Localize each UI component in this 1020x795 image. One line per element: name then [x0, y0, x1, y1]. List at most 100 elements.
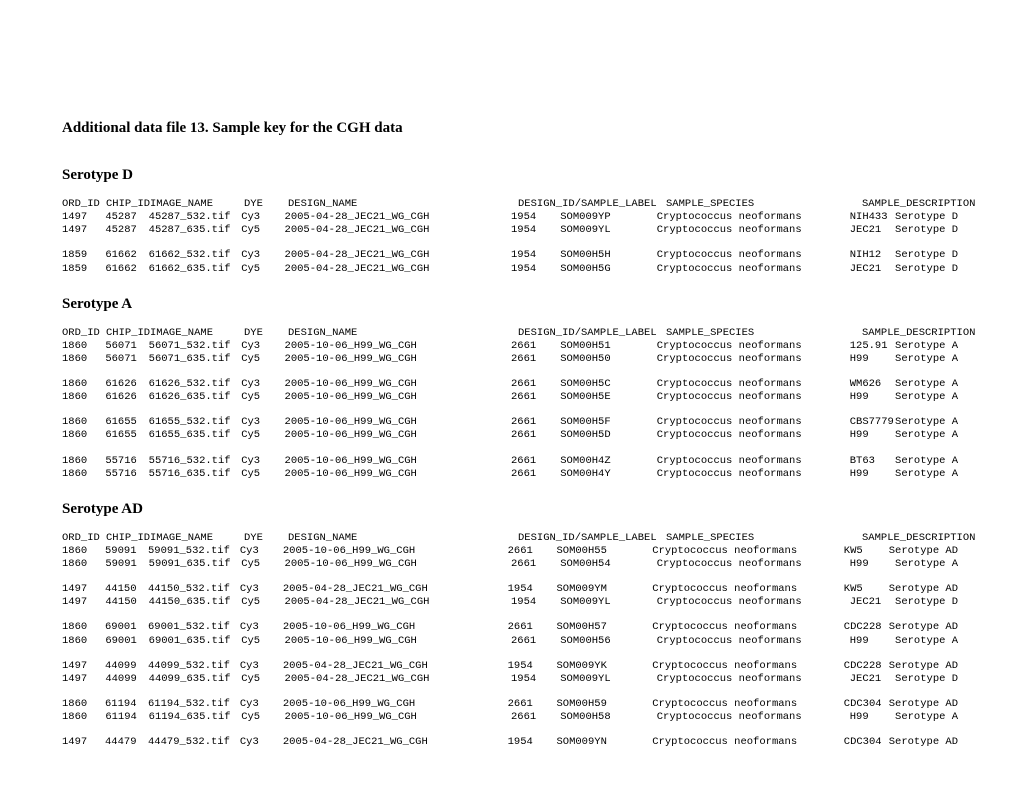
cell: 45287_532.tif	[149, 211, 242, 224]
cell: H99	[850, 468, 895, 481]
cell: 56071	[105, 353, 148, 366]
cell: Serotype AD	[889, 698, 958, 711]
cell: H99	[850, 391, 895, 404]
cell: 1860	[62, 416, 105, 429]
cell: CDC304	[844, 736, 889, 749]
group-gap	[62, 648, 958, 660]
cell: Serotype A	[895, 353, 958, 366]
cell: 1860	[62, 635, 105, 648]
cell: 55716_532.tif	[149, 455, 242, 468]
table-row: 18605571655716_532.tifCy32005-10-06_H99_…	[62, 455, 958, 468]
column-header	[568, 198, 666, 211]
cell: 1497	[62, 673, 105, 686]
table-header-row: ORD_IDCHIP_IDIMAGE_NAMEDYEDESIGN_NAMEDES…	[62, 532, 958, 545]
cell: Serotype D	[895, 263, 958, 276]
column-header: SAMPLE_DESCRIPTION	[862, 198, 908, 211]
column-header: DESIGN_NAME	[288, 327, 518, 340]
table-row: 18605909159091_532.tifCy32005-10-06_H99_…	[62, 545, 958, 558]
cell: 2005-10-06_H99_WG_CGH	[283, 621, 508, 634]
cell: 2005-10-06_H99_WG_CGH	[283, 698, 508, 711]
cell: Serotype AD	[889, 660, 958, 673]
table-row: 18606119461194_635.tifCy52005-10-06_H99_…	[62, 711, 958, 724]
page-title: Additional data file 13. Sample key for …	[62, 120, 958, 137]
cell: 1860	[62, 621, 105, 634]
cell: 69001_532.tif	[148, 621, 240, 634]
cell: Cy5	[241, 635, 284, 648]
table-row: 18606162661626_635.tifCy52005-10-06_H99_…	[62, 391, 958, 404]
cell: SOM00H59	[556, 698, 652, 711]
cell: 2005-04-28_JEC21_WG_CGH	[285, 211, 511, 224]
cell: H99	[850, 558, 895, 571]
column-header	[908, 198, 958, 211]
cell: 2005-10-06_H99_WG_CGH	[285, 711, 511, 724]
cell: BT63	[850, 455, 895, 468]
cell: Cryptococcus neoformans	[652, 583, 844, 596]
cell: Cryptococcus neoformans	[652, 621, 844, 634]
table-header-row: ORD_IDCHIP_IDIMAGE_NAMEDYEDESIGN_NAMEDES…	[62, 327, 958, 340]
cell: Cy5	[241, 224, 284, 237]
column-header: IMAGE_NAME	[150, 327, 244, 340]
cell: Serotype D	[895, 249, 958, 262]
cell: 59091_635.tif	[149, 558, 242, 571]
cell: Cryptococcus neoformans	[657, 249, 850, 262]
cell: 61655	[105, 416, 148, 429]
cell: 45287	[105, 211, 148, 224]
cell: 61655_635.tif	[149, 429, 242, 442]
cell: 1860	[62, 698, 105, 711]
cell: 61626	[105, 391, 148, 404]
column-header: CHIP_ID	[106, 327, 150, 340]
table-row: 18606900169001_532.tifCy32005-10-06_H99_…	[62, 621, 958, 634]
column-header: SAMPLE_SPECIES	[666, 532, 862, 545]
cell: 1859	[62, 263, 105, 276]
cell: Cy5	[241, 468, 284, 481]
cell: 2005-04-28_JEC21_WG_CGH	[285, 673, 511, 686]
group-gap	[62, 366, 958, 378]
cell: 44099_635.tif	[149, 673, 242, 686]
cell: SOM00H5G	[560, 263, 657, 276]
cell: 56071_532.tif	[149, 340, 242, 353]
cell: 1860	[62, 353, 105, 366]
cell: Cryptococcus neoformans	[657, 263, 850, 276]
column-header: DESIGN_ID/SAMPLE_LABEL	[518, 327, 568, 340]
cell: Cryptococcus neoformans	[657, 340, 850, 353]
cell: 2005-10-06_H99_WG_CGH	[285, 416, 511, 429]
cell: 44150	[105, 596, 148, 609]
table-row: 14974409944099_532.tifCy32005-04-28_JEC2…	[62, 660, 958, 673]
cell: NIH12	[850, 249, 895, 262]
table-row: 14974409944099_635.tifCy52005-04-28_JEC2…	[62, 673, 958, 686]
section-heading: Serotype A	[62, 296, 958, 313]
cell: Serotype A	[895, 468, 958, 481]
cell: 1860	[62, 545, 105, 558]
column-header: ORD_ID	[62, 198, 106, 211]
table-row: 14974528745287_532.tifCy32005-04-28_JEC2…	[62, 211, 958, 224]
cell: 2005-10-06_H99_WG_CGH	[285, 455, 511, 468]
cell: 44150_635.tif	[149, 596, 242, 609]
cell: 1954	[511, 249, 560, 262]
cell: 2661	[511, 635, 560, 648]
cell: SOM00H5F	[560, 416, 657, 429]
cell: 2661	[508, 621, 557, 634]
cell: 1859	[62, 249, 105, 262]
cell: 61194	[105, 711, 148, 724]
column-header: SAMPLE_SPECIES	[666, 198, 862, 211]
cell: Cryptococcus neoformans	[652, 698, 844, 711]
sections: Serotype DORD_IDCHIP_IDIMAGE_NAMEDYEDESI…	[62, 167, 958, 749]
cell: 1860	[62, 378, 105, 391]
group-gap	[62, 571, 958, 583]
cell: 55716_635.tif	[149, 468, 242, 481]
column-header: CHIP_ID	[106, 198, 150, 211]
data-table: ORD_IDCHIP_IDIMAGE_NAMEDYEDESIGN_NAMEDES…	[62, 532, 958, 750]
cell: Cryptococcus neoformans	[652, 660, 844, 673]
cell: Serotype D	[895, 596, 958, 609]
cell: SOM009YP	[560, 211, 657, 224]
cell: 44099_532.tif	[148, 660, 240, 673]
cell: 44150	[105, 583, 148, 596]
cell: Serotype AD	[889, 621, 958, 634]
cell: Cy3	[240, 583, 283, 596]
cell: SOM009YK	[556, 660, 652, 673]
cell: SOM00H50	[560, 353, 657, 366]
column-header	[568, 327, 666, 340]
cell: H99	[850, 429, 895, 442]
data-table: ORD_IDCHIP_IDIMAGE_NAMEDYEDESIGN_NAMEDES…	[62, 198, 958, 276]
cell: 61662	[105, 249, 148, 262]
